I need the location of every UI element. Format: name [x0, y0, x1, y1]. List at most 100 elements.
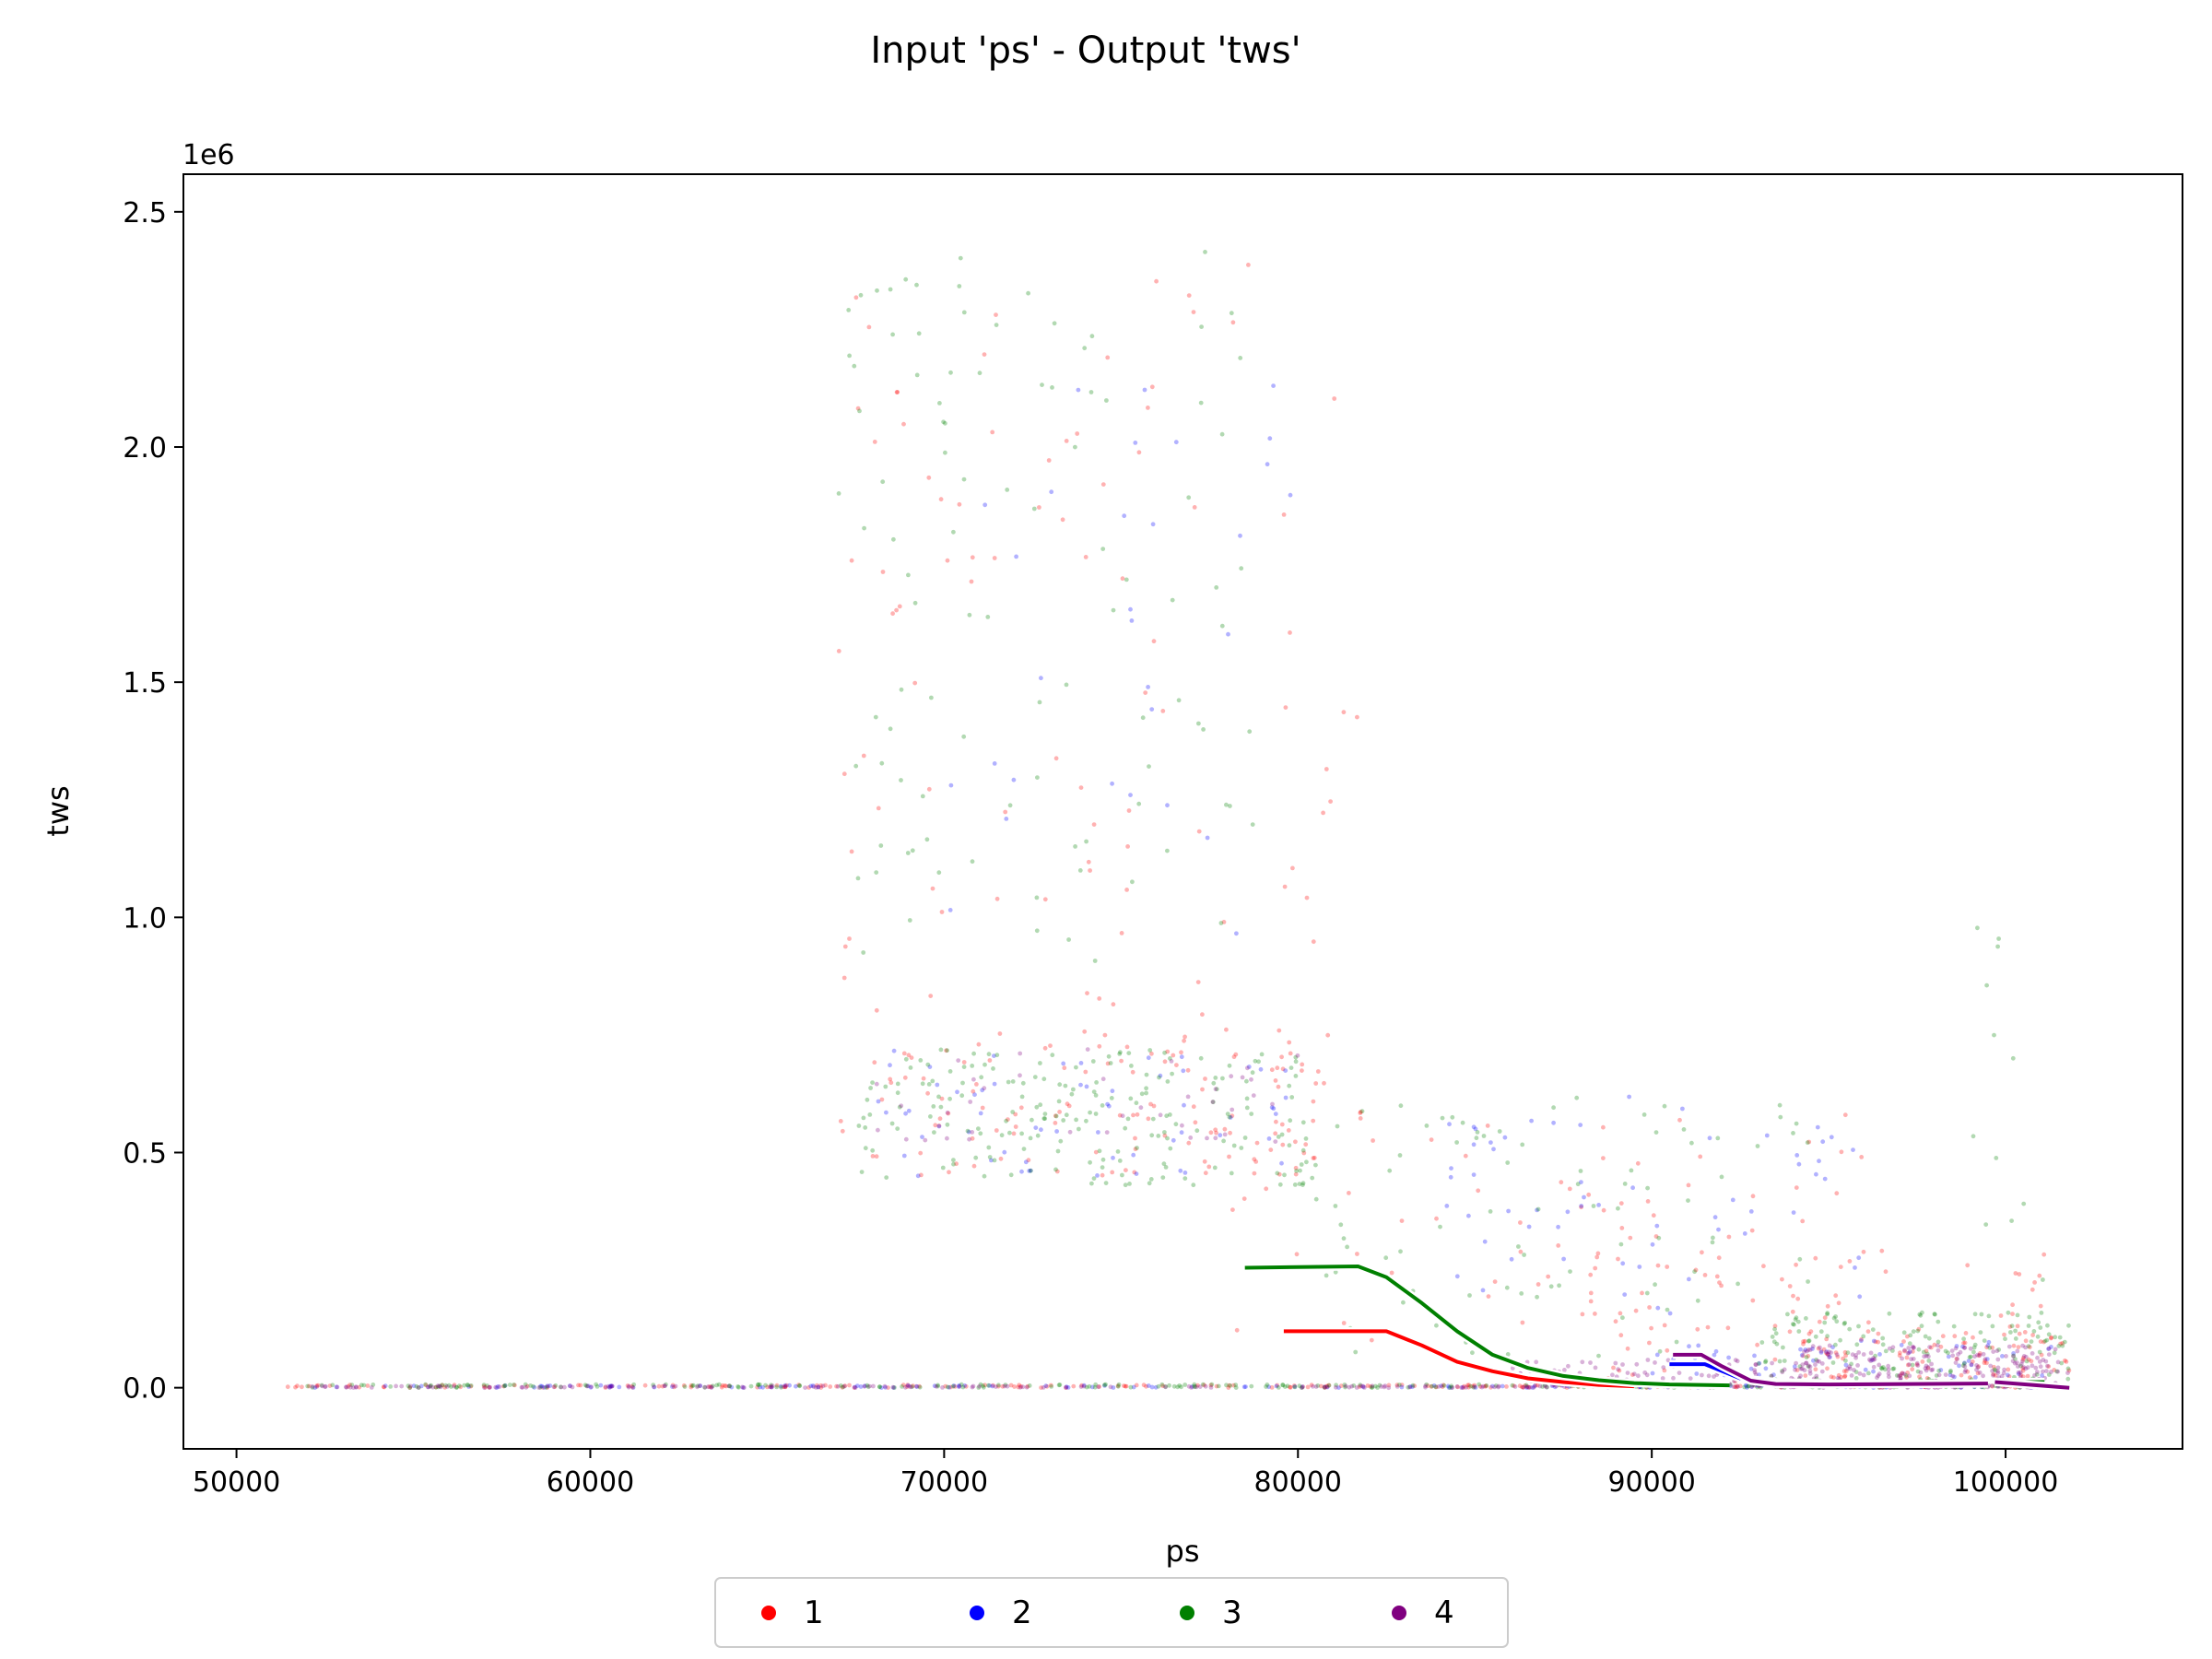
scatter-point-series-1	[1282, 884, 1288, 889]
scatter-point-series-4	[1273, 1139, 1278, 1144]
scatter-point-series-4	[1911, 1344, 1915, 1349]
scatter-point-series-4	[435, 1383, 441, 1389]
scatter-point-series-1	[1347, 1191, 1351, 1195]
scatter-point-series-1	[1200, 1087, 1205, 1092]
scatter-point-series-2	[1258, 1066, 1264, 1072]
scatter-point-series-2	[538, 1383, 543, 1389]
scatter-point-series-1	[2041, 1252, 2047, 1257]
scatter-point-series-3	[1342, 1382, 1347, 1387]
scatter-point-series-3	[1488, 1209, 1493, 1214]
scatter-point-series-4	[1671, 1375, 1676, 1381]
scatter-point-series-4	[320, 1383, 324, 1389]
scatter-point-series-2	[914, 1384, 920, 1389]
scatter-point-series-1	[1992, 1364, 1996, 1370]
scatter-point-series-3	[1903, 1373, 1909, 1378]
scatter-point-series-3	[1996, 936, 2002, 941]
scatter-point-series-1	[1230, 1207, 1235, 1212]
scatter-point-series-3	[1434, 1323, 1439, 1328]
scatter-point-series-1	[1102, 1032, 1108, 1038]
scatter-point-series-1	[501, 1383, 506, 1389]
scatter-point-series-3	[1292, 1182, 1298, 1187]
scatter-point-series-3	[1182, 1382, 1188, 1387]
scatter-point-series-4	[1085, 1047, 1090, 1052]
scatter-point-series-3	[1042, 1112, 1048, 1116]
chart-title: Input 'ps' - Output 'tws'	[870, 29, 1300, 72]
scatter-point-series-1	[1208, 1130, 1214, 1135]
scatter-point-series-3	[1156, 1134, 1161, 1138]
scatter-point-series-3	[1287, 1083, 1292, 1088]
scatter-point-series-3	[1948, 1368, 1953, 1373]
scatter-point-series-2	[906, 1108, 912, 1113]
scatter-point-series-2	[1102, 1383, 1107, 1388]
scatter-point-series-3	[1211, 1080, 1217, 1086]
scatter-point-series-3	[2039, 1311, 2044, 1315]
scatter-point-series-4	[444, 1384, 450, 1389]
scatter-point-series-3	[689, 1383, 695, 1389]
scatter-point-series-3	[892, 1385, 897, 1390]
scatter-point-series-2	[1269, 1105, 1275, 1110]
scatter-point-series-3	[1919, 1324, 1924, 1329]
scatter-point-series-3	[2059, 1360, 2065, 1366]
scatter-point-series-1	[1322, 1080, 1326, 1086]
scatter-point-series-2	[1447, 1122, 1452, 1127]
scatter-point-series-1	[782, 1383, 788, 1389]
scatter-point-series-3	[1027, 1383, 1032, 1388]
scatter-point-series-3	[2026, 1324, 2031, 1328]
scatter-point-series-1	[990, 429, 995, 435]
scatter-point-series-1	[1399, 1382, 1405, 1387]
scatter-point-series-3	[1103, 1382, 1108, 1387]
scatter-point-series-1	[724, 1383, 729, 1389]
scatter-point-series-4	[335, 1384, 340, 1390]
scatter-point-series-1	[1601, 1156, 1606, 1160]
scatter-point-series-3	[986, 1052, 992, 1057]
scatter-point-series-2	[1712, 1215, 1718, 1220]
scatter-point-series-4	[1802, 1368, 1807, 1373]
scatter-point-series-3	[841, 1384, 846, 1390]
scatter-point-series-1	[1162, 1133, 1168, 1138]
scatter-point-series-4	[1974, 1367, 1979, 1372]
scatter-point-series-3	[1021, 1147, 1027, 1151]
scatter-point-series-1	[2064, 1359, 2069, 1364]
scatter-point-series-1	[1962, 1340, 1968, 1346]
scatter-point-series-1	[902, 1075, 908, 1080]
scatter-point-series-2	[741, 1385, 746, 1390]
scatter-point-series-2	[1027, 1169, 1032, 1173]
scatter-point-series-1	[1119, 931, 1124, 935]
scatter-point-series-1	[933, 1123, 938, 1128]
scatter-point-series-1	[1017, 1382, 1022, 1388]
scatter-point-series-3	[371, 1382, 376, 1387]
scatter-point-series-1	[943, 1383, 948, 1389]
scatter-point-series-3	[1092, 959, 1098, 963]
scatter-point-series-3	[1450, 1114, 1455, 1120]
scatter-point-series-3	[651, 1382, 656, 1387]
y-tick-label: 0.5	[123, 1137, 167, 1170]
scatter-point-series-3	[920, 1081, 925, 1087]
scatter-point-series-4	[1024, 1384, 1030, 1390]
scatter-point-series-3	[1069, 1091, 1075, 1097]
scatter-point-series-1	[1013, 1124, 1018, 1129]
scatter-point-series-3	[1430, 1383, 1434, 1389]
scatter-point-series-3	[1200, 1382, 1206, 1387]
scatter-point-series-1	[1823, 1350, 1829, 1356]
scatter-point-series-1	[1861, 1249, 1866, 1254]
scatter-point-series-1	[938, 497, 944, 502]
scatter-point-series-3	[978, 1382, 983, 1387]
scatter-point-series-4	[1800, 1362, 1806, 1367]
scatter-point-series-2	[1524, 1385, 1529, 1390]
scatter-point-series-3	[906, 572, 911, 578]
scatter-point-series-4	[2011, 1354, 2016, 1359]
scatter-point-series-1	[2030, 1287, 2035, 1292]
scatter-point-series-1	[1640, 1290, 1644, 1296]
scatter-point-series-4	[603, 1384, 608, 1390]
scatter-point-series-1	[1037, 505, 1041, 510]
scatter-point-series-1	[1222, 1126, 1228, 1132]
scatter-point-series-1	[1924, 1348, 1929, 1354]
scatter-point-series-1	[1662, 1368, 1667, 1373]
scatter-point-series-1	[1803, 1373, 1808, 1378]
scatter-point-series-2	[1952, 1374, 1957, 1380]
scatter-point-series-3	[1031, 506, 1037, 512]
scatter-point-series-2	[920, 1135, 924, 1139]
scatter-point-series-3	[1692, 1269, 1697, 1275]
scatter-point-series-3	[1238, 356, 1243, 360]
scatter-point-series-1	[1269, 1385, 1275, 1390]
